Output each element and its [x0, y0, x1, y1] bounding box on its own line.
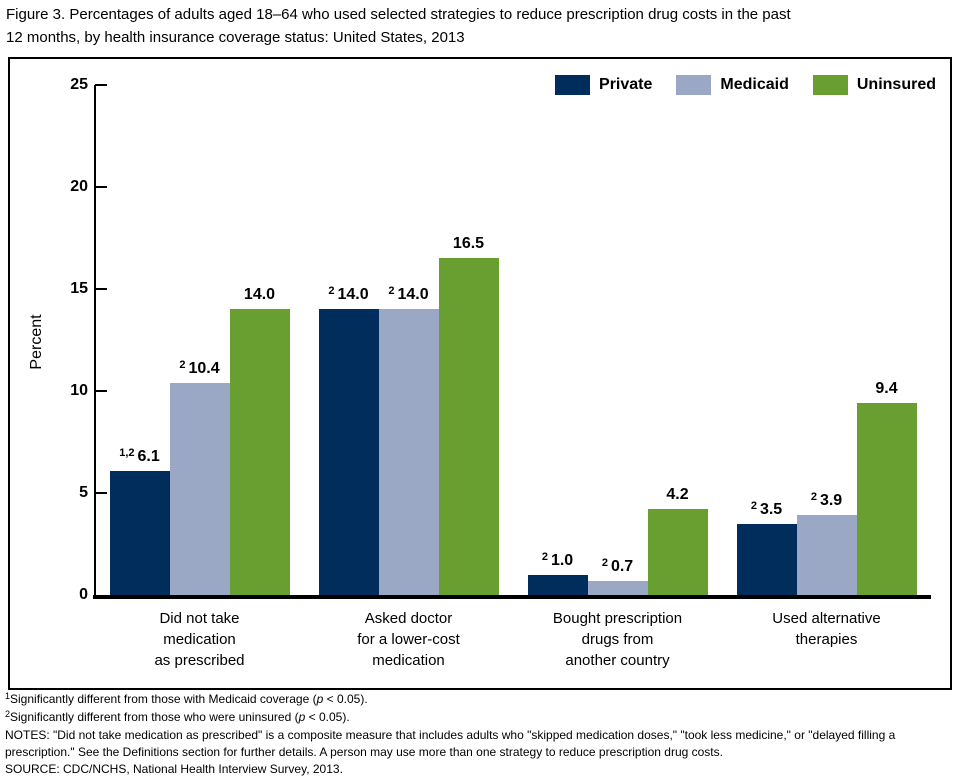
- bars-layer: 1,2 6.1 2 14.0 2 1.0 2 3.5 2 10.4 2 14.0 2 0.7 2 3.9 14.…: [95, 85, 931, 595]
- bar-value-label: 9.4: [875, 380, 898, 398]
- figure-title: Figure 3. Percentages of adults aged 18–…: [6, 3, 954, 49]
- bar-medicaid-category-3: [587, 580, 648, 595]
- footnote-superscript: 1: [5, 691, 11, 701]
- bar-uninsured-category-3: [647, 509, 708, 595]
- footnote: NOTES: "Did not take medication as presc…: [5, 727, 955, 761]
- legend-item-uninsured: Uninsured: [812, 75, 936, 95]
- footnote-marker: 2: [810, 491, 817, 504]
- legend-swatch-private: [555, 75, 591, 95]
- bar-value-label: 14.0: [243, 286, 276, 304]
- footnote: 2Significantly different from those who …: [5, 709, 955, 727]
- footnote: SOURCE: CDC/NCHS, National Health Interv…: [5, 761, 955, 778]
- y-axis-layer: 0 5 10 15 20 25: [10, 59, 950, 688]
- category-label: Bought prescription drugs from another cou…: [552, 610, 683, 669]
- bar-value-label: 2 14.0: [388, 285, 429, 304]
- footnote-text: SOURCE: CDC/NCHS, National Health Interv…: [5, 762, 343, 776]
- bar-value-label: 2 14.0: [328, 285, 369, 304]
- y-tick: [95, 186, 107, 188]
- y-tick: [95, 288, 107, 290]
- footnote-text: Significantly different from those who w…: [10, 710, 299, 724]
- bar-value-label: 2 10.4: [179, 358, 220, 377]
- footnote-superscript: 2: [5, 709, 11, 719]
- legend-label: Medicaid: [720, 76, 789, 93]
- legend-swatch-uninsured: [812, 75, 848, 95]
- footnote-marker: 2: [541, 550, 548, 563]
- y-tick-label: 20: [70, 178, 88, 195]
- footnote-marker: 2: [750, 499, 757, 512]
- footnote-text: < 0.05).: [323, 692, 368, 706]
- footnote-marker: 2: [601, 556, 608, 569]
- footnote-marker: 2: [179, 358, 186, 371]
- footnote-text: NOTES: "Did not take medication as presc…: [5, 728, 896, 759]
- footnote-marker: 1,2: [119, 446, 135, 459]
- y-tick-label: 25: [70, 76, 88, 93]
- legend: Private Medicaid Uninsured: [555, 75, 936, 95]
- legend-swatch-medicaid: [676, 75, 712, 95]
- figure-title-line-1: Figure 3. Percentages of adults aged 18–…: [6, 6, 791, 23]
- footnote-text: p: [298, 710, 306, 724]
- legend-item-private: Private: [555, 75, 652, 95]
- chart-area: Private Medicaid Uninsured Percent 0 5 10 15 2…: [8, 57, 952, 690]
- bar-uninsured-category-1: [229, 309, 290, 595]
- footnote-text: < 0.05).: [305, 710, 350, 724]
- y-tick-label: 15: [70, 280, 88, 297]
- bar-private-category-2: [318, 309, 379, 595]
- bar-private-category-3: [527, 574, 588, 595]
- bar-value-label: 2 3.9: [810, 491, 843, 510]
- bar-medicaid-category-2: [378, 309, 439, 595]
- category-label: Asked doctor for a lower-cost medication: [357, 610, 460, 669]
- y-tick-label: 10: [70, 382, 88, 399]
- category-label: Used alternative therapies: [772, 610, 881, 648]
- bar-medicaid-category-1: [169, 382, 230, 595]
- y-axis-line: [94, 85, 96, 596]
- y-tick-label: 5: [79, 484, 88, 501]
- footnote-text: p: [316, 692, 324, 706]
- bar-uninsured-category-4: [856, 403, 917, 595]
- y-tick: [95, 84, 107, 86]
- legend-item-medicaid: Medicaid: [676, 75, 789, 95]
- footnote-marker: 2: [328, 285, 335, 298]
- footnote-marker: 2: [388, 285, 395, 298]
- bar-value-label: 2 3.5: [750, 499, 783, 518]
- bar-value-label: 4.2: [666, 486, 689, 504]
- footnotes: 1Significantly different from those with…: [5, 691, 955, 778]
- bar-private-category-4: [736, 523, 797, 595]
- bar-value-label: 16.5: [452, 235, 485, 253]
- bar-uninsured-category-2: [438, 258, 499, 595]
- legend-label: Private: [599, 76, 653, 93]
- y-tick: [95, 390, 107, 392]
- footnote-text: Significantly different from those with …: [10, 692, 317, 706]
- y-tick: [95, 492, 107, 494]
- footnote: 1Significantly different from those with…: [5, 691, 955, 709]
- bar-value-label: 1,2 6.1: [119, 446, 160, 465]
- bar-value-label: 2 1.0: [541, 550, 574, 569]
- bar-value-label: 2 0.7: [601, 556, 634, 575]
- figure-title-line-2: 12 months, by health insurance coverage …: [6, 29, 465, 46]
- category-label: Did not take medication as prescribed: [154, 610, 245, 669]
- bar-private-category-1: [109, 470, 170, 595]
- x-category-layer: Did not take medication as prescribed Asked…: [95, 608, 931, 678]
- x-axis-line: [93, 595, 931, 599]
- legend-label: Uninsured: [856, 76, 936, 93]
- bar-medicaid-category-4: [796, 515, 857, 595]
- y-tick-label: 0: [79, 586, 88, 603]
